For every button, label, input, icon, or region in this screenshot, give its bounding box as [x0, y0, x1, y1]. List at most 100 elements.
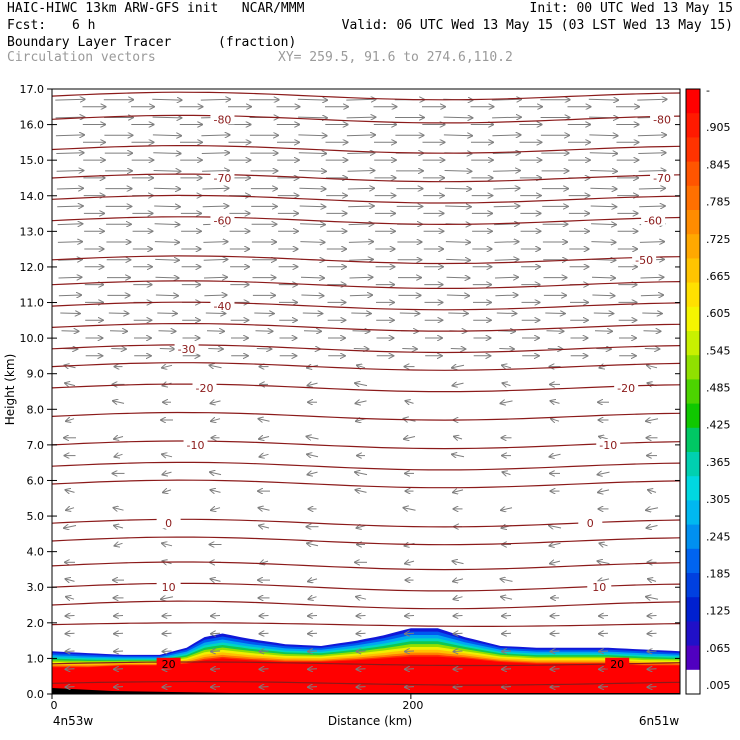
circulation-vector	[405, 633, 415, 634]
circulation-vector	[501, 401, 513, 404]
circulation-vector	[405, 687, 415, 688]
circulation-vector	[203, 242, 227, 243]
temperature-contour	[52, 255, 680, 265]
init-time: Init: 00 UTC Wed 13 May 15	[529, 1, 734, 16]
circulation-vector	[643, 331, 661, 332]
colorbar-label: .905	[706, 121, 731, 134]
circulation-vector	[260, 616, 269, 617]
circulation-vector	[308, 669, 318, 670]
circulation-vector	[405, 616, 415, 617]
contour-label: -70	[653, 172, 671, 185]
circulation-vector	[205, 313, 226, 314]
colorbar-swatch	[686, 355, 700, 380]
circulation-vector	[201, 153, 229, 154]
contour-label-bg	[183, 438, 208, 450]
colorbar-label: .365	[706, 456, 731, 469]
circulation-vector	[348, 206, 374, 207]
colorbar-swatch	[686, 524, 700, 550]
circulation-vector	[550, 543, 561, 546]
y-tick-label: 2.0	[27, 617, 45, 630]
circulation-vector	[211, 633, 221, 634]
circulation-vector	[308, 616, 318, 617]
colorbar-swatch	[686, 403, 700, 429]
temperature-contour	[52, 323, 680, 332]
circulation-vector	[550, 561, 561, 564]
circulation-vector	[211, 579, 221, 582]
colorbar: - .905 .845 .785 .725 .665 .605 .545 .485 .425 .36…	[685, 84, 731, 695]
colorbar-swatch	[686, 306, 700, 332]
temperature-contour	[52, 216, 680, 226]
colorbar-swatch	[686, 331, 700, 356]
circulation-vector	[349, 277, 373, 278]
circulation-vector	[60, 313, 80, 314]
circulation-vector	[551, 419, 560, 422]
circulation-vector	[211, 419, 221, 422]
temperature-contour	[52, 301, 680, 311]
circulation-vector	[357, 687, 366, 688]
circulation-vector	[454, 597, 463, 600]
circulation-vector	[114, 526, 124, 529]
circulation-vector	[492, 117, 521, 118]
circulation-vector	[599, 437, 609, 440]
circulation-vector	[153, 171, 181, 172]
circulation-vector	[501, 579, 513, 582]
circulation-vector	[308, 687, 318, 688]
circulation-vector	[646, 508, 659, 511]
circulation-vector	[300, 224, 325, 225]
colorbar-label: -	[706, 84, 710, 97]
temperature-contour	[52, 362, 680, 371]
contour-label: -10	[599, 439, 617, 452]
circulation-vector	[61, 331, 79, 332]
axes-layer: 0.0 1.0 2.0 3.0 4.0 5.0 6.0 7.0 8.0 9.0 10.0 11.0 12…	[3, 83, 680, 728]
circulation-vector	[551, 669, 560, 670]
contour-label: 0	[587, 517, 594, 530]
circulation-vector	[445, 242, 470, 243]
circulation-vector	[493, 171, 520, 172]
circulation-vector	[599, 687, 609, 688]
colorbar-label: .185	[706, 567, 731, 580]
circulation-vector	[454, 616, 463, 617]
circulation-vector	[66, 633, 75, 634]
colorbar-swatch	[686, 258, 700, 284]
circulation-vector	[154, 206, 180, 207]
circulation-vector	[155, 259, 179, 260]
circulation-vector	[260, 651, 269, 652]
circulation-vector	[453, 490, 464, 493]
circulation-vector	[114, 616, 124, 617]
colorbar-swatch	[686, 452, 700, 477]
circulation-vector	[405, 651, 415, 652]
circulation-vector	[502, 669, 512, 670]
circulation-vector	[308, 651, 318, 652]
valid-time: Valid: 06 UTC Wed 13 May 15 (03 LST Wed …	[341, 18, 733, 33]
circulation-vector	[114, 669, 124, 670]
colorbar-label: .125	[706, 605, 731, 618]
circulation-vector	[66, 579, 75, 582]
circulation-vector	[298, 153, 326, 154]
circulation-vector	[599, 651, 609, 652]
circulation-vector	[255, 331, 273, 332]
temperature-contour	[52, 344, 680, 354]
circulation-vector	[355, 383, 368, 386]
circulation-vector	[204, 295, 226, 296]
contour-label: -10	[187, 439, 205, 452]
circulation-vector	[200, 99, 230, 100]
y-axis-label: Height (km)	[3, 354, 17, 425]
circulation-vector	[446, 259, 470, 260]
circulation-vector	[211, 687, 221, 688]
circulation-vector	[202, 206, 229, 207]
colorbar-swatch	[686, 476, 700, 501]
circulation-vector	[357, 633, 366, 634]
circulation-vector	[494, 277, 518, 278]
circulation-vector	[155, 277, 179, 278]
circulation-vector	[56, 171, 84, 172]
contour-label-bg	[210, 214, 235, 226]
contour-label-bg	[587, 581, 612, 593]
circulation-vector	[646, 419, 659, 422]
field-name: Boundary Layer Tracer	[7, 35, 172, 50]
contour-label: 10	[592, 581, 606, 594]
circulation-vector	[501, 508, 513, 511]
temperature-contour	[52, 600, 680, 610]
circulation-vector	[593, 313, 614, 314]
circulation-vector	[551, 616, 560, 617]
circulation-vector	[111, 349, 126, 350]
